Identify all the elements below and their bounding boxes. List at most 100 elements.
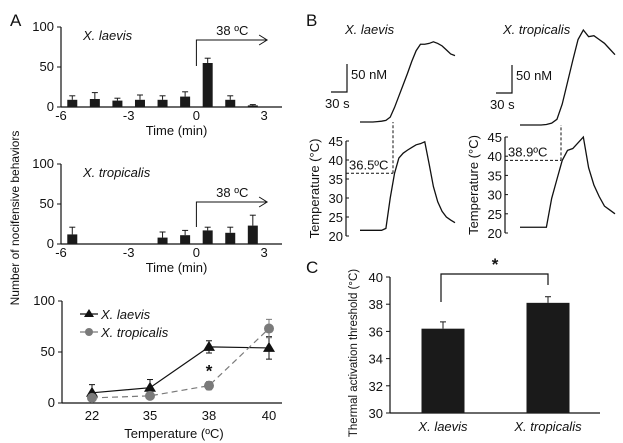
trace-title: X. tropicalis bbox=[502, 22, 571, 37]
chart-title: X. tropicalis bbox=[82, 165, 151, 180]
temperature-axis-label: Temperature (°C) bbox=[307, 139, 322, 239]
x-tick-label: -3 bbox=[123, 108, 135, 123]
y-tick-label: 35 bbox=[488, 168, 502, 183]
y-tick-label: 36 bbox=[369, 324, 383, 339]
data-point-triangle bbox=[144, 381, 156, 392]
data-point-triangle bbox=[263, 341, 275, 352]
x-tick-label: 22 bbox=[85, 408, 99, 423]
x-tick-label: -6 bbox=[55, 108, 67, 123]
x-tick-label: 35 bbox=[143, 408, 157, 423]
scale-bar-vertical-label: 50 nM bbox=[516, 68, 552, 83]
bar bbox=[157, 99, 168, 107]
bar bbox=[67, 234, 78, 244]
y-tick-label: 100 bbox=[33, 293, 55, 308]
y-tick-label: 35 bbox=[329, 172, 343, 187]
significance-bracket bbox=[440, 273, 549, 302]
scale-bar-horizontal-label: 30 s bbox=[325, 96, 350, 111]
y-tick-label: 20 bbox=[488, 226, 502, 241]
significance-star: * bbox=[206, 361, 213, 380]
data-point-circle bbox=[87, 392, 97, 403]
bar bbox=[202, 63, 213, 107]
x-tick-label: -3 bbox=[123, 245, 135, 260]
stimulus-label: 38 ºC bbox=[216, 23, 248, 38]
y-axis-label: Thermal activation threshold (°C) bbox=[348, 269, 360, 437]
bar bbox=[202, 230, 213, 244]
bar bbox=[225, 99, 236, 107]
chart-a2-tropicalis-time-course: 0 50 100 -6 -3 0 3 Time (min) X. tropicalis 38 ºC bbox=[32, 156, 282, 275]
chart-title: X. laevis bbox=[82, 28, 133, 43]
bar bbox=[180, 96, 191, 107]
panel-label-c: C bbox=[306, 258, 318, 277]
y-tick-label: 0 bbox=[47, 236, 54, 251]
arrow-head bbox=[258, 34, 269, 46]
y-tick-label: 25 bbox=[329, 210, 343, 225]
legend-label: X. tropicalis bbox=[100, 325, 169, 340]
panel-label-b: B bbox=[306, 11, 317, 30]
bar bbox=[180, 235, 191, 244]
y-tick-label: 45 bbox=[329, 134, 343, 149]
bar bbox=[421, 328, 465, 413]
y-tick-label: 25 bbox=[488, 207, 502, 222]
chart-a3-temperature-response: 0 50 100 22 35 38 40 Temperature (ºC) X. laevis X… bbox=[33, 293, 282, 441]
bar bbox=[112, 100, 123, 107]
legend-marker-triangle bbox=[84, 309, 94, 317]
x-tick-label: 3 bbox=[260, 108, 267, 123]
temperature-trace bbox=[520, 135, 616, 228]
scale-bar-horizontal-label: 30 s bbox=[490, 97, 515, 112]
y-tick-label: 30 bbox=[488, 188, 502, 203]
stimulus-arrow bbox=[195, 201, 268, 227]
data-point-circle bbox=[264, 323, 274, 334]
y-tick-label: 100 bbox=[32, 156, 54, 171]
y-tick-label: 30 bbox=[369, 406, 383, 421]
significance-star: * bbox=[492, 255, 499, 274]
data-point-circle bbox=[145, 390, 155, 401]
bar bbox=[247, 105, 258, 107]
bar bbox=[67, 99, 78, 107]
arrow-head bbox=[258, 196, 269, 208]
bar bbox=[225, 232, 236, 244]
x-tick-label: X. laevis bbox=[417, 419, 468, 434]
scale-bar bbox=[496, 65, 513, 94]
panel-label-a: A bbox=[10, 11, 22, 30]
shared-y-axis-label: Number of nocifensive behaviors bbox=[8, 131, 22, 306]
stimulus-label: 38 ºC bbox=[216, 185, 248, 200]
y-tick-label: 0 bbox=[47, 99, 54, 114]
y-tick-label: 34 bbox=[369, 352, 383, 367]
y-tick-label: 50 bbox=[40, 59, 54, 74]
x-tick-label: X. tropicalis bbox=[513, 419, 582, 434]
x-tick-label: 40 bbox=[262, 408, 276, 423]
chart-a1-laevis-time-course: 0 50 100 -6 -3 0 3 Time (min) X. laevis 38 ºC bbox=[32, 19, 282, 138]
legend-marker-circle bbox=[85, 328, 93, 336]
x-tick-label: -6 bbox=[55, 245, 67, 260]
temperature-axis-label: Temperature (°C) bbox=[466, 135, 481, 235]
y-tick-label: 20 bbox=[329, 229, 343, 244]
series-line bbox=[91, 346, 270, 394]
temperature-trace bbox=[360, 140, 456, 231]
y-tick-label: 38 bbox=[369, 297, 383, 312]
x-tick-label: 0 bbox=[193, 108, 200, 123]
bar bbox=[157, 237, 168, 244]
data-point-circle bbox=[204, 380, 214, 391]
x-axis-label: Time (min) bbox=[146, 123, 208, 138]
calcium-trace bbox=[360, 41, 456, 123]
x-tick-label: 3 bbox=[260, 245, 267, 260]
stimulus-arrow bbox=[195, 39, 268, 66]
y-tick-label: 0 bbox=[48, 395, 55, 410]
threshold-label: 36.5ºC bbox=[349, 157, 388, 172]
x-axis-label: Time (min) bbox=[146, 260, 208, 275]
scale-bar bbox=[331, 64, 348, 93]
y-tick-label: 50 bbox=[40, 196, 54, 211]
y-tick-label: 40 bbox=[369, 270, 383, 285]
y-tick-label: 50 bbox=[41, 344, 55, 359]
y-tick-label: 40 bbox=[329, 153, 343, 168]
bar bbox=[247, 225, 258, 244]
y-tick-label: 30 bbox=[329, 191, 343, 206]
y-tick-label: 100 bbox=[32, 19, 54, 34]
threshold-label: 38.9ºC bbox=[508, 144, 547, 159]
data-point-triangle bbox=[203, 340, 215, 351]
chart-c-threshold: 30 32 34 36 38 40 Thermal activation threshold… bbox=[348, 255, 600, 437]
bar bbox=[89, 99, 100, 107]
